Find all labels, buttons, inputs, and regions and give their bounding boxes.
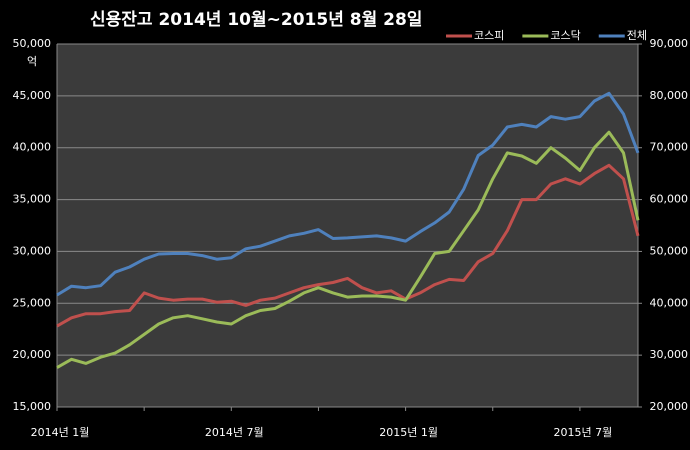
x-tick-label: 2014년 1월	[31, 426, 90, 439]
y2-tick-label: 90,000	[650, 37, 689, 50]
y-tick-label: 25,000	[13, 296, 52, 309]
y2-tick-label: 70,000	[650, 141, 689, 154]
y2-tick-label: 50,000	[650, 244, 689, 257]
y-tick-label: 45,000	[13, 89, 52, 102]
y-tick-label: 40,000	[13, 141, 52, 154]
y2-tick-label: 80,000	[650, 89, 689, 102]
series-line	[56, 91, 640, 297]
legend-label: 코스닥	[550, 29, 580, 42]
x-tick-label: 2014년 7월	[205, 426, 264, 439]
y2-tick-label: 20,000	[650, 400, 689, 413]
legend-label: 코스피	[474, 29, 504, 42]
y-unit: 억	[27, 55, 37, 68]
y2-tick-label: 30,000	[650, 348, 689, 361]
y-tick-label: 50,000	[13, 37, 52, 50]
x-tick-label: 2015년 1월	[379, 426, 438, 439]
y2-tick-label: 40,000	[650, 296, 689, 309]
y-tick-label: 30,000	[13, 244, 52, 257]
y-tick-label: 35,000	[13, 193, 52, 206]
plot-area	[57, 44, 638, 407]
chart-title: 신용잔고 2014년 10월~2015년 8월 28일	[90, 10, 422, 30]
y2-tick-label: 60,000	[650, 193, 689, 206]
y-tick-label: 20,000	[13, 348, 52, 361]
legend-label: 전체	[627, 29, 647, 42]
x-tick-label: 2015년 7월	[554, 426, 613, 439]
series-line	[56, 163, 640, 328]
y-tick-label: 15,000	[13, 400, 52, 413]
series-line	[56, 130, 640, 369]
